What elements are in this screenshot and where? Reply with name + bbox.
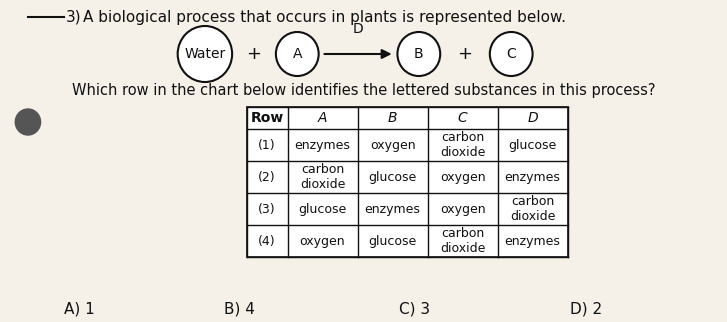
Text: Which row in the chart below identifies the lettered substances in this process?: Which row in the chart below identifies … — [72, 82, 655, 98]
Text: Water: Water — [184, 47, 225, 61]
Text: enzymes: enzymes — [294, 138, 350, 151]
Text: D: D — [527, 111, 538, 125]
Text: carbon
dioxide: carbon dioxide — [510, 195, 555, 223]
Text: B: B — [387, 111, 398, 125]
Text: B) 4: B) 4 — [225, 301, 255, 317]
Text: glucose: glucose — [508, 138, 557, 151]
Text: carbon
dioxide: carbon dioxide — [440, 131, 485, 159]
Text: oxygen: oxygen — [440, 171, 486, 184]
Circle shape — [276, 32, 318, 76]
Text: oxygen: oxygen — [440, 203, 486, 215]
Circle shape — [490, 32, 533, 76]
Text: A biological process that occurs in plants is represented below.: A biological process that occurs in plan… — [84, 10, 566, 24]
Text: enzymes: enzymes — [505, 234, 561, 248]
Text: glucose: glucose — [299, 203, 347, 215]
Text: enzymes: enzymes — [365, 203, 420, 215]
Text: B: B — [414, 47, 424, 61]
Text: +: + — [457, 45, 473, 63]
Text: A: A — [292, 47, 302, 61]
Text: (2): (2) — [258, 171, 276, 184]
Text: D) 2: D) 2 — [569, 301, 602, 317]
Circle shape — [15, 109, 41, 135]
Text: A: A — [318, 111, 327, 125]
Text: C: C — [458, 111, 467, 125]
Text: oxygen: oxygen — [300, 234, 345, 248]
Text: glucose: glucose — [369, 234, 417, 248]
Text: (4): (4) — [258, 234, 276, 248]
Text: C) 3: C) 3 — [399, 301, 430, 317]
Text: (1): (1) — [258, 138, 276, 151]
Text: D: D — [353, 22, 364, 36]
Text: A) 1: A) 1 — [64, 301, 95, 317]
Circle shape — [177, 26, 232, 82]
Circle shape — [398, 32, 441, 76]
Text: carbon
dioxide: carbon dioxide — [440, 227, 485, 255]
Text: Row: Row — [251, 111, 284, 125]
FancyBboxPatch shape — [246, 107, 568, 257]
Text: glucose: glucose — [369, 171, 417, 184]
Text: enzymes: enzymes — [505, 171, 561, 184]
Text: carbon
dioxide: carbon dioxide — [300, 163, 345, 191]
Text: C: C — [506, 47, 516, 61]
Text: (3): (3) — [258, 203, 276, 215]
Text: oxygen: oxygen — [370, 138, 415, 151]
Text: 3): 3) — [66, 10, 81, 24]
Text: +: + — [246, 45, 262, 63]
